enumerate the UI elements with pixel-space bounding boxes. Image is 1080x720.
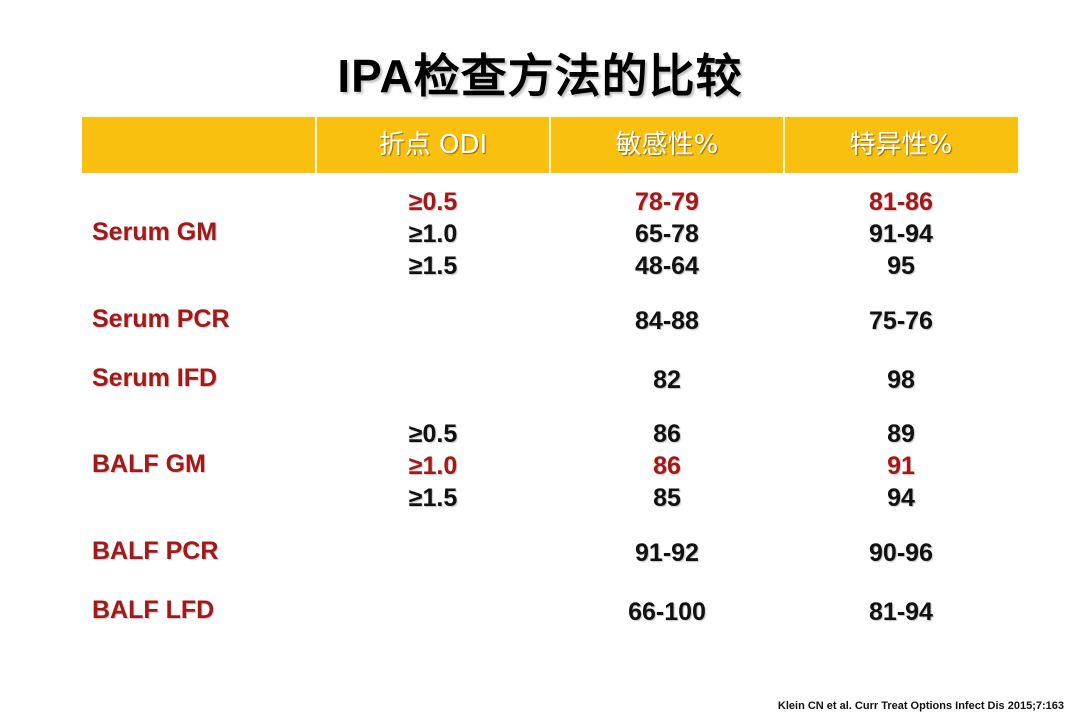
sensitivity-value: 82	[653, 366, 681, 394]
header-cell-specificity: 特异性%	[849, 130, 953, 160]
sensitivity-cell: 91-92	[550, 537, 784, 569]
header-cell-method	[82, 117, 316, 173]
odi-value: ≥1.0	[408, 220, 458, 248]
row-label: Serum GM	[92, 218, 218, 246]
sensitivity-cell: 86 86 85	[550, 418, 784, 514]
header-cell-odi: 折点 ODI	[378, 130, 488, 160]
header-divider	[315, 117, 317, 173]
page-title: IPA检查方法的比较	[337, 50, 743, 102]
specificity-cell: 75-76	[784, 305, 1018, 337]
sensitivity-value: 65-78	[635, 220, 699, 248]
sensitivity-value: 85	[653, 484, 681, 512]
sensitivity-value: 66-100	[628, 598, 706, 626]
sensitivity-value: 86	[653, 452, 681, 480]
citation: Klein CN et al. Curr Treat Options Infec…	[777, 700, 1064, 712]
specificity-cell: 81-86 91-94 95	[784, 186, 1018, 282]
odi-value: ≥1.5	[408, 252, 458, 280]
specificity-value: 89	[887, 420, 915, 448]
specificity-value: 95	[887, 252, 915, 280]
sensitivity-value: 48-64	[635, 252, 699, 280]
sensitivity-value: 91-92	[635, 539, 699, 567]
sensitivity-value: 84-88	[635, 307, 699, 335]
odi-cell: ≥0.5 ≥1.0 ≥1.5	[316, 186, 550, 282]
sensitivity-value: 86	[653, 420, 681, 448]
specificity-value: 91-94	[869, 220, 933, 248]
specificity-cell: 90-96	[784, 537, 1018, 569]
row-label: Serum PCR	[92, 305, 230, 333]
specificity-value: 75-76	[869, 307, 933, 335]
odi-value: ≥0.5	[408, 188, 458, 216]
row-label: Serum IFD	[92, 364, 218, 392]
sensitivity-cell: 84-88	[550, 305, 784, 337]
sensitivity-cell: 82	[550, 364, 784, 396]
table-header: 折点 ODI 敏感性% 特异性%	[82, 117, 1018, 173]
specificity-cell: 89 91 94	[784, 418, 1018, 514]
row-label: BALF LFD	[92, 596, 215, 624]
row-label: BALF GM	[92, 450, 206, 478]
row-label: BALF PCR	[92, 537, 219, 565]
header-cell-sensitivity: 敏感性%	[615, 130, 719, 160]
specificity-value: 90-96	[869, 539, 933, 567]
specificity-value: 91	[887, 452, 915, 480]
sensitivity-value: 78-79	[635, 188, 699, 216]
specificity-value: 94	[887, 484, 915, 512]
odi-cell: ≥0.5 ≥1.0 ≥1.5	[316, 418, 550, 514]
header-divider	[783, 117, 785, 173]
specificity-value: 81-94	[869, 598, 933, 626]
header-divider	[549, 117, 551, 173]
sensitivity-cell: 78-79 65-78 48-64	[550, 186, 784, 282]
specificity-value: 81-86	[869, 188, 933, 216]
sensitivity-cell: 66-100	[550, 596, 784, 628]
odi-value: ≥0.5	[408, 420, 458, 448]
odi-value: ≥1.0	[408, 452, 458, 480]
specificity-cell: 81-94	[784, 596, 1018, 628]
specificity-value: 98	[887, 366, 915, 394]
odi-value: ≥1.5	[408, 484, 458, 512]
specificity-cell: 98	[784, 364, 1018, 396]
